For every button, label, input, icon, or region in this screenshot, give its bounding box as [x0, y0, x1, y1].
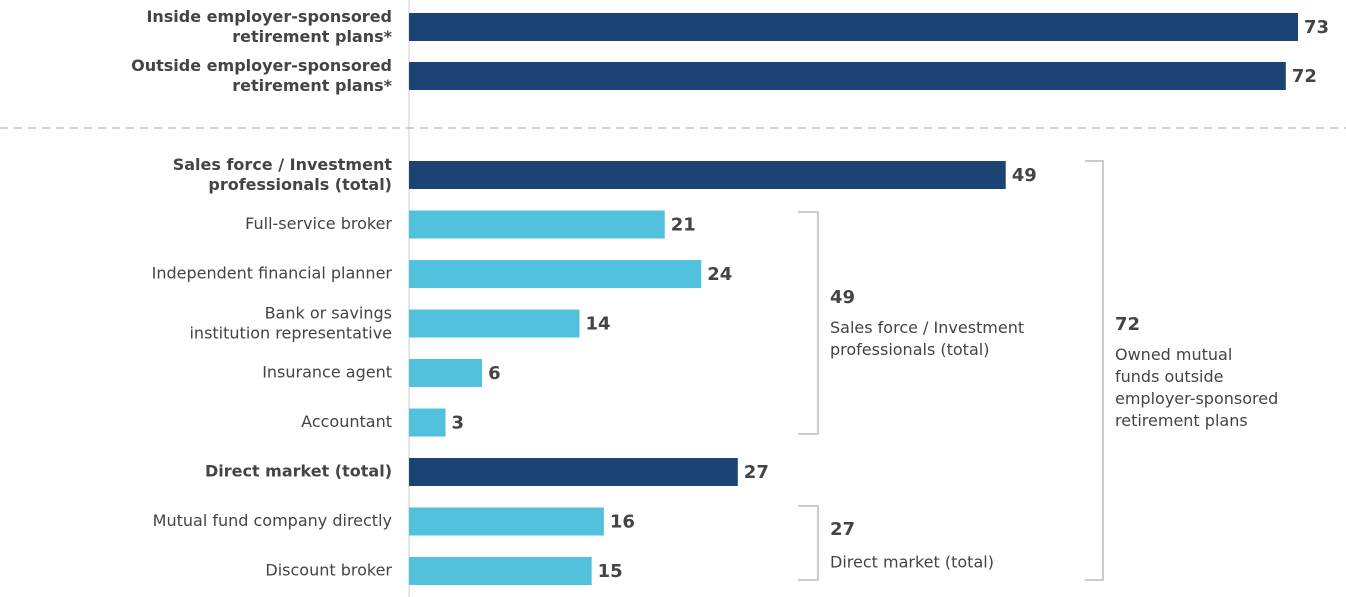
bar — [409, 309, 580, 338]
category-label: Sales force / Investment professionals (t… — [173, 155, 393, 194]
category-label: Discount broker — [265, 561, 392, 580]
bracket — [798, 505, 819, 581]
value-label: 3 — [452, 413, 465, 434]
value-label: 16 — [610, 512, 635, 533]
category-label: Full-service broker — [245, 214, 392, 233]
bar — [409, 458, 738, 486]
annotation-value: 49 — [830, 287, 855, 308]
value-label: 6 — [488, 363, 501, 384]
annotation-value: 72 — [1115, 314, 1140, 335]
value-label: 15 — [598, 561, 623, 582]
category-label: Bank or savings institution representativ… — [189, 303, 392, 342]
category-label: Direct market (total) — [205, 462, 392, 481]
bar — [409, 210, 665, 239]
bar — [409, 161, 1006, 189]
category-label: Insurance agent — [262, 363, 392, 382]
bracket — [1085, 160, 1104, 581]
value-label: 73 — [1304, 17, 1329, 38]
category-label: Independent financial planner — [152, 264, 393, 283]
bar — [409, 359, 483, 387]
annotation-text: Direct market (total) — [830, 553, 994, 572]
annotation-text: Owned mutual funds outside employer-sponso… — [1115, 345, 1278, 430]
category-label: Mutual fund company directly — [153, 511, 392, 530]
value-label: 14 — [585, 314, 610, 335]
bar — [409, 408, 446, 437]
value-label: 72 — [1292, 66, 1317, 87]
bar — [409, 13, 1298, 41]
bar — [409, 62, 1286, 90]
annotation-value: 27 — [830, 519, 855, 540]
value-label: 49 — [1012, 165, 1037, 186]
category-label: Accountant — [301, 412, 392, 431]
value-label: 27 — [744, 462, 769, 483]
value-label: 24 — [707, 264, 732, 285]
bar — [409, 260, 702, 288]
category-label: Outside employer-sponsored retirement pla… — [131, 56, 392, 95]
bar — [409, 507, 604, 536]
bracket — [798, 211, 819, 435]
bar — [409, 557, 592, 585]
category-label: Inside employer-sponsored retirement plan… — [146, 7, 392, 46]
annotation-text: Sales force / Investment professionals (t… — [830, 318, 1024, 359]
value-label: 21 — [671, 215, 696, 236]
